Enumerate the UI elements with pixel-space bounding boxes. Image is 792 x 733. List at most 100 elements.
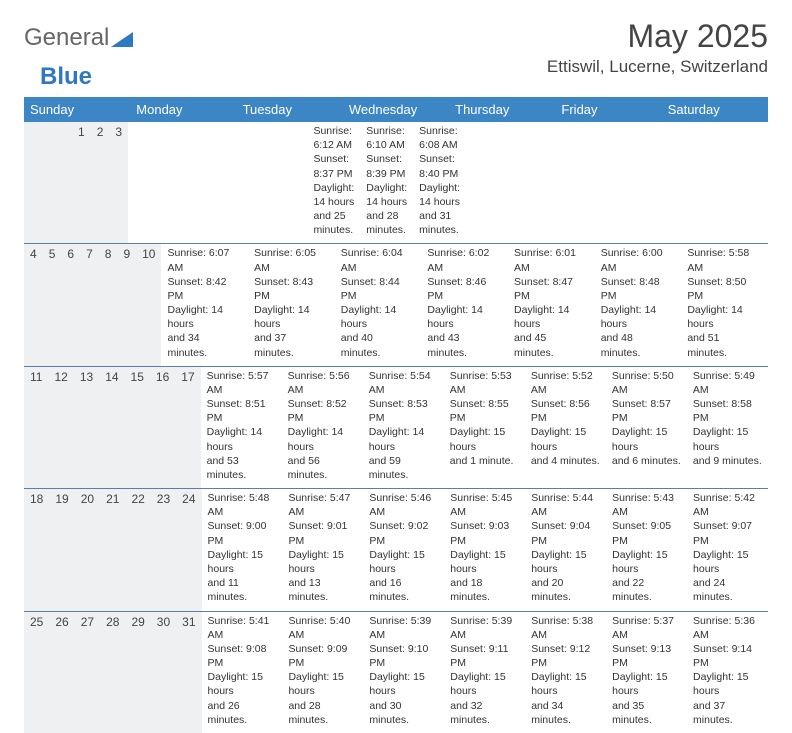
date-number (36, 122, 48, 243)
sunrise-text: Sunrise: 5:54 AM (369, 369, 438, 397)
day-cell: Sunrise: 5:38 AMSunset: 9:12 PMDaylight:… (525, 612, 606, 733)
sunrise-text: Sunrise: 5:42 AM (693, 491, 762, 519)
day-body-row: Sunrise: 5:57 AMSunset: 8:51 PMDaylight:… (201, 367, 768, 488)
daylight-text-2: and 34 minutes. (167, 331, 242, 359)
daylight-text: Daylight: 15 hours (369, 670, 438, 698)
sunset-text: Sunset: 9:14 PM (693, 642, 762, 670)
day-cell (173, 122, 218, 243)
day-cell: Sunrise: 5:49 AMSunset: 8:58 PMDaylight:… (687, 367, 768, 488)
daylight-text: Daylight: 15 hours (369, 548, 438, 576)
day-cell: Sunrise: 5:54 AMSunset: 8:53 PMDaylight:… (363, 367, 444, 488)
sunset-text: Sunset: 8:53 PM (369, 397, 438, 425)
sunrise-text: Sunrise: 5:56 AM (288, 369, 357, 397)
sunset-text: Sunset: 9:00 PM (208, 519, 277, 547)
date-number (48, 122, 60, 243)
sunrise-text: Sunrise: 5:44 AM (531, 491, 600, 519)
date-number-row: 25262728293031 (24, 612, 202, 733)
daylight-text: Daylight: 15 hours (450, 425, 519, 453)
sunrise-text: Sunrise: 5:53 AM (450, 369, 519, 397)
daylight-text: Daylight: 15 hours (531, 670, 600, 698)
daylight-text: Daylight: 15 hours (208, 548, 277, 576)
daylight-text-2: and 18 minutes. (450, 576, 519, 604)
day-header: Tuesday (237, 97, 343, 122)
daylight-text: Daylight: 14 hours (313, 181, 354, 209)
sunrise-text: Sunrise: 6:10 AM (366, 124, 407, 152)
daylight-text: Daylight: 14 hours (207, 425, 276, 453)
date-number-row: 11121314151617 (24, 367, 201, 488)
day-header: Saturday (662, 97, 768, 122)
week: 11121314151617Sunrise: 5:57 AMSunset: 8:… (24, 366, 768, 488)
date-number: 26 (49, 612, 74, 733)
sunset-text: Sunset: 9:05 PM (612, 519, 681, 547)
date-number: 22 (125, 489, 150, 610)
day-header: Friday (555, 97, 661, 122)
week: 45678910Sunrise: 6:07 AMSunset: 8:42 PMD… (24, 243, 768, 365)
day-cell: Sunrise: 5:58 AMSunset: 8:50 PMDaylight:… (681, 244, 768, 365)
sunset-text: Sunset: 9:12 PM (531, 642, 600, 670)
daylight-text: Daylight: 15 hours (450, 548, 519, 576)
date-number: 9 (117, 244, 136, 365)
day-cell: Sunrise: 6:01 AMSunset: 8:47 PMDaylight:… (508, 244, 595, 365)
sunrise-text: Sunrise: 5:48 AM (208, 491, 277, 519)
day-cell (128, 122, 173, 243)
day-cell: Sunrise: 5:41 AMSunset: 9:08 PMDaylight:… (202, 612, 283, 733)
date-number: 5 (43, 244, 62, 365)
day-cell: Sunrise: 6:00 AMSunset: 8:48 PMDaylight:… (595, 244, 682, 365)
sunrise-text: Sunrise: 5:43 AM (612, 491, 681, 519)
sunset-text: Sunset: 8:39 PM (366, 152, 407, 180)
daylight-text-2: and 32 minutes. (450, 699, 519, 727)
sunset-text: Sunset: 9:09 PM (288, 642, 357, 670)
daylight-text: Daylight: 14 hours (514, 303, 589, 331)
day-cell: Sunrise: 5:37 AMSunset: 9:13 PMDaylight:… (606, 612, 687, 733)
daylight-text-2: and 6 minutes. (612, 454, 681, 468)
sunrise-text: Sunrise: 5:57 AM (207, 369, 276, 397)
sunrise-text: Sunrise: 6:00 AM (601, 246, 676, 274)
sunrise-text: Sunrise: 5:41 AM (208, 614, 277, 642)
date-number: 6 (61, 244, 80, 365)
date-number: 2 (91, 122, 110, 243)
logo-text-1: General (24, 24, 109, 52)
sunset-text: Sunset: 9:11 PM (450, 642, 519, 670)
daylight-text-2: and 37 minutes. (254, 331, 329, 359)
day-cell: Sunrise: 5:56 AMSunset: 8:52 PMDaylight:… (282, 367, 363, 488)
daylight-text-2: and 16 minutes. (369, 576, 438, 604)
day-cell: Sunrise: 6:05 AMSunset: 8:43 PMDaylight:… (248, 244, 335, 365)
daylight-text-2: and 35 minutes. (612, 699, 681, 727)
day-body-row: Sunrise: 5:41 AMSunset: 9:08 PMDaylight:… (202, 612, 768, 733)
daylight-text: Daylight: 15 hours (288, 670, 357, 698)
day-cell: Sunrise: 6:04 AMSunset: 8:44 PMDaylight:… (335, 244, 422, 365)
daylight-text-2: and 26 minutes. (208, 699, 277, 727)
day-cell: Sunrise: 5:42 AMSunset: 9:07 PMDaylight:… (687, 489, 768, 610)
day-cell: Sunrise: 5:44 AMSunset: 9:04 PMDaylight:… (525, 489, 606, 610)
location: Ettiswil, Lucerne, Switzerland (547, 57, 768, 77)
day-cell: Sunrise: 5:39 AMSunset: 9:10 PMDaylight:… (363, 612, 444, 733)
daylight-text-2: and 28 minutes. (366, 209, 407, 237)
sunrise-text: Sunrise: 6:02 AM (427, 246, 502, 274)
sunrise-text: Sunrise: 5:39 AM (369, 614, 438, 642)
date-number: 19 (49, 489, 74, 610)
daylight-text: Daylight: 14 hours (288, 425, 357, 453)
date-number: 7 (80, 244, 99, 365)
date-number: 1 (72, 122, 91, 243)
daylight-text-2: and 25 minutes. (313, 209, 354, 237)
sunrise-text: Sunrise: 5:46 AM (369, 491, 438, 519)
daylight-text-2: and 31 minutes. (419, 209, 460, 237)
week: 18192021222324Sunrise: 5:48 AMSunset: 9:… (24, 488, 768, 610)
daylight-text-2: and 53 minutes. (207, 454, 276, 482)
daylight-text: Daylight: 14 hours (167, 303, 242, 331)
week: 123Sunrise: 6:12 AMSunset: 8:37 PMDaylig… (24, 122, 768, 243)
daylight-text: Daylight: 15 hours (612, 548, 681, 576)
day-cell: Sunrise: 6:10 AMSunset: 8:39 PMDaylight:… (360, 122, 413, 243)
daylight-text: Daylight: 14 hours (601, 303, 676, 331)
sunset-text: Sunset: 8:43 PM (254, 275, 329, 303)
date-number: 12 (48, 367, 73, 488)
day-cell: Sunrise: 5:52 AMSunset: 8:56 PMDaylight:… (525, 367, 606, 488)
daylight-text-2: and 56 minutes. (288, 454, 357, 482)
sunset-text: Sunset: 9:10 PM (369, 642, 438, 670)
date-number: 15 (125, 367, 150, 488)
date-number: 23 (151, 489, 176, 610)
day-body-row: Sunrise: 5:48 AMSunset: 9:00 PMDaylight:… (202, 489, 768, 610)
date-number-row: 45678910 (24, 244, 161, 365)
sunset-text: Sunset: 8:42 PM (167, 275, 242, 303)
sunset-text: Sunset: 9:07 PM (693, 519, 762, 547)
